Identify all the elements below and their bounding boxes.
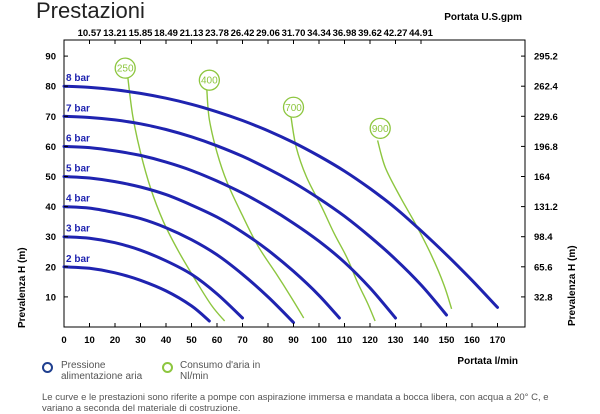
air-curve-label-700: 700 xyxy=(285,103,302,114)
footnote: Le curve e le prestazioni sono riferite … xyxy=(42,392,549,414)
air-curve-label-400: 400 xyxy=(201,76,218,87)
pressure-curve-4-bar xyxy=(62,205,295,324)
y-tick-label: 60 xyxy=(45,142,56,153)
top-tick-label: 29.06 xyxy=(256,28,280,39)
pressure-curve-label-8-bar: 8 bar xyxy=(66,73,90,84)
x-tick-label: 50 xyxy=(186,335,197,346)
x-tick-label: 0 xyxy=(61,335,66,346)
top-tick-label: 23.78 xyxy=(205,28,229,39)
top-tick-label: 36.98 xyxy=(333,28,357,39)
pressure-curves: 2 bar 3 bar 4 bar 5 bar 6 bar 7 bar 8 bar xyxy=(62,73,499,324)
x-tick-label: 80 xyxy=(263,335,274,346)
x-tick-label: 20 xyxy=(110,335,121,346)
pressure-curve-7-bar xyxy=(62,114,448,317)
top-tick-label: 34.34 xyxy=(307,28,331,39)
pressure-curve-label-2-bar: 2 bar xyxy=(66,254,90,265)
air-legend-label: Consumo d'aria in Nl/min xyxy=(180,360,261,382)
pressure-curve-2-bar xyxy=(62,265,211,323)
x-tick-label: 10 xyxy=(84,335,95,346)
top-tick-label: 39.62 xyxy=(358,28,382,39)
x-tick-label: 140 xyxy=(413,335,429,346)
y-tick-label: 10 xyxy=(45,292,56,303)
top-tick-label: 10.57 xyxy=(78,28,102,39)
right-tick-label: 164 xyxy=(534,172,551,183)
air-curve-700 xyxy=(290,116,376,322)
top-tick-label: 31.70 xyxy=(282,28,306,39)
y-tick-label: 50 xyxy=(45,172,56,183)
y-tick-label: 40 xyxy=(45,202,56,213)
pressure-curve-label-4-bar: 4 bar xyxy=(66,194,90,205)
pressure-legend-icon xyxy=(42,362,53,373)
y-tick-label: 80 xyxy=(45,82,56,93)
top-tick-label: 44.91 xyxy=(409,28,433,39)
top-tick-label: 13.21 xyxy=(103,28,127,39)
top-axis-label: Portata U.S.gpm xyxy=(444,12,522,23)
axis-ticks: 0 10 20 30 40 50 60 70 80 90 100 110 120 130 140 150 160… xyxy=(45,28,558,346)
top-tick-label: 42.27 xyxy=(384,28,408,39)
right-tick-label: 196.8 xyxy=(534,142,558,153)
right-tick-label: 295.2 xyxy=(534,52,558,63)
pressure-legend-label: Pressione alimentazione aria xyxy=(61,360,143,382)
plot-frame xyxy=(63,39,526,328)
top-tick-label: 26.42 xyxy=(231,28,255,39)
y-axis-label: Prevalenza H (m) xyxy=(17,247,28,328)
x-tick-label: 110 xyxy=(337,335,352,346)
y-tick-label: 20 xyxy=(45,262,56,273)
x-tick-label: 70 xyxy=(237,335,248,346)
air-curve-400 xyxy=(206,89,305,319)
top-tick-label: 21.13 xyxy=(180,28,204,39)
x-tick-label: 150 xyxy=(439,335,455,346)
air-curve-label-900: 900 xyxy=(372,124,389,135)
right-tick-label: 32.8 xyxy=(534,292,553,303)
air-label-circle-900 xyxy=(369,117,391,139)
pressure-curve-label-7-bar: 7 bar xyxy=(66,103,90,114)
x-tick-label: 170 xyxy=(490,335,506,346)
right-tick-label: 229.6 xyxy=(534,112,558,123)
x-tick-label: 90 xyxy=(288,335,299,346)
right-tick-label: 65.6 xyxy=(534,262,553,273)
x-tick-label: 160 xyxy=(464,335,480,346)
x-tick-label: 60 xyxy=(212,335,223,346)
y-tick-label: 30 xyxy=(45,232,56,243)
page-title: Prestazioni xyxy=(36,0,145,23)
pressure-curve-6-bar xyxy=(62,144,397,320)
air-curve-250 xyxy=(127,77,226,322)
pressure-curve-8-bar xyxy=(62,84,499,309)
x-tick-label: 120 xyxy=(362,335,378,346)
air-curve-label-250: 250 xyxy=(117,64,134,75)
pressure-curve-5-bar xyxy=(62,175,341,320)
x-tick-label: 30 xyxy=(135,335,146,346)
x-tick-label: 40 xyxy=(161,335,172,346)
x-tick-label: 130 xyxy=(388,335,404,346)
right-tick-label: 131.2 xyxy=(534,202,558,213)
x-tick-label: 100 xyxy=(311,335,327,346)
right-axis-label: Prevalenza H (m) xyxy=(567,245,578,326)
air-label-circle-700 xyxy=(282,96,305,118)
air-label-circle-400 xyxy=(198,69,221,91)
right-tick-label: 98.4 xyxy=(534,232,553,243)
air-label-circle-250 xyxy=(114,57,136,79)
top-tick-label: 15.85 xyxy=(129,28,153,39)
air-legend-icon xyxy=(162,362,173,373)
pressure-curve-label-3-bar: 3 bar xyxy=(66,224,90,235)
y-tick-label: 70 xyxy=(45,112,56,123)
pressure-curve-3-bar xyxy=(62,235,244,320)
pressure-curve-label-6-bar: 6 bar xyxy=(66,133,90,144)
pressure-curve-label-5-bar: 5 bar xyxy=(66,164,90,175)
right-tick-label: 262.4 xyxy=(534,82,558,93)
x-axis-label: Portata l/min xyxy=(457,356,518,367)
top-tick-label: 18.49 xyxy=(154,28,178,39)
y-tick-label: 90 xyxy=(45,52,56,63)
